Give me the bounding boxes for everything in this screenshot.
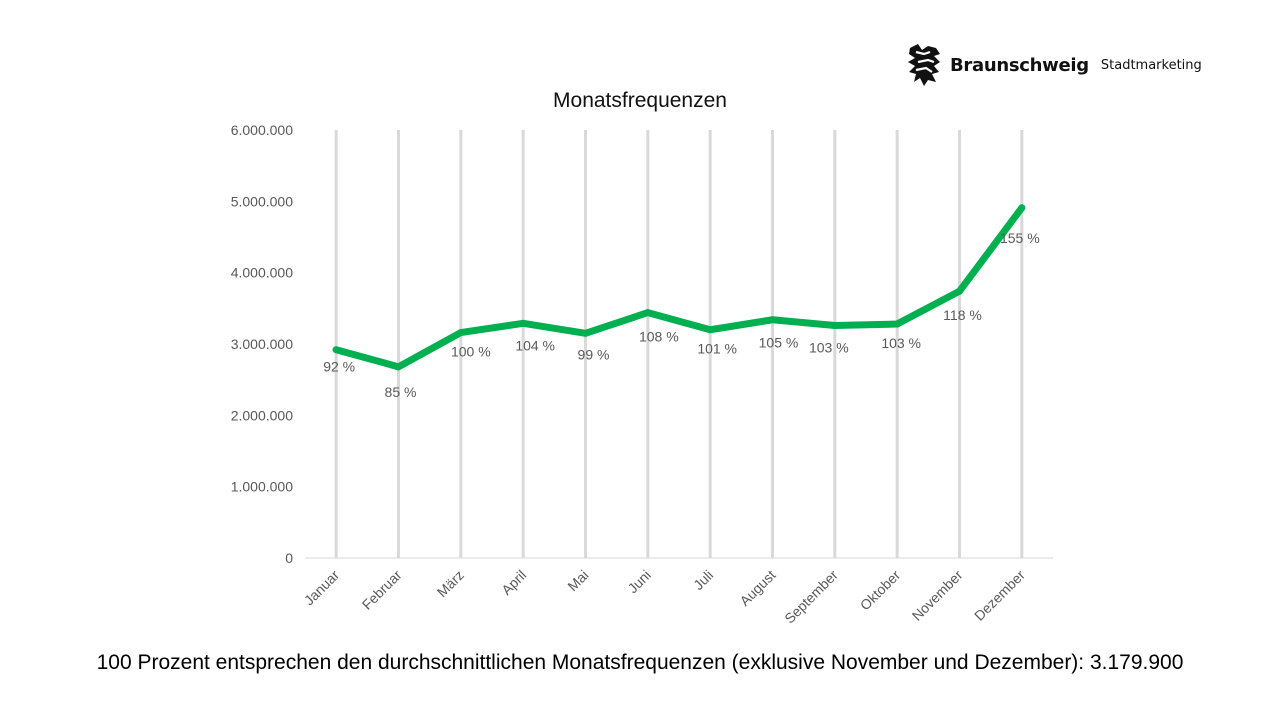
data-label: 101 % <box>697 341 737 357</box>
y-tick-label: 5.000.000 <box>231 193 293 209</box>
data-label: 100 % <box>451 344 491 360</box>
data-label: 103 % <box>809 339 849 355</box>
data-label: 92 % <box>323 359 355 375</box>
x-tick-label: April <box>498 567 529 598</box>
x-tick-label: Februar <box>359 567 405 613</box>
x-tick-label: Oktober <box>857 567 904 614</box>
data-label: 108 % <box>639 329 679 345</box>
chart-title: Monatsfrequenzen <box>553 89 727 112</box>
x-tick-label: Januar <box>301 567 343 609</box>
data-label: 103 % <box>881 335 921 351</box>
y-tick-label: 4.000.000 <box>231 265 293 281</box>
data-point <box>1018 204 1026 212</box>
data-point <box>582 329 589 337</box>
data-label: 155 % <box>1000 230 1040 246</box>
y-tick-label: 3.000.000 <box>231 336 293 352</box>
braunschweig-logo: Braunschweig Stadtmarketing <box>906 42 1202 88</box>
y-tick-label: 6.000.000 <box>231 122 293 138</box>
x-tick-label: Juli <box>690 567 716 593</box>
data-point <box>956 287 963 295</box>
x-tick-label: Mai <box>564 567 591 594</box>
lion-emblem-icon <box>908 44 940 86</box>
data-point <box>706 326 714 334</box>
data-label: 99 % <box>578 346 610 362</box>
data-point <box>395 363 402 371</box>
x-tick-label: Dezember <box>971 567 1028 624</box>
y-tick-label: 1.000.000 <box>231 479 293 495</box>
x-tick-label: Juni <box>624 567 653 596</box>
x-tick-label: August <box>736 567 778 609</box>
data-label: 105 % <box>759 335 799 351</box>
data-point <box>457 329 465 337</box>
y-tick-label: 2.000.000 <box>231 407 293 423</box>
data-label: 118 % <box>943 307 982 323</box>
data-label: 104 % <box>515 337 555 353</box>
data-point <box>893 320 901 328</box>
data-point <box>332 346 340 354</box>
data-point <box>644 309 652 317</box>
footnote: 100 Prozent entsprechen den durchschnitt… <box>96 651 1184 674</box>
x-tick-label: März <box>434 567 467 600</box>
data-point <box>519 319 527 327</box>
series-line <box>332 204 1026 371</box>
logo-name: Braunschweig <box>950 54 1089 76</box>
x-tick-label: November <box>909 567 966 624</box>
data-point <box>769 316 776 324</box>
data-point <box>831 321 839 329</box>
x-tick-label: September <box>781 567 841 627</box>
y-tick-label: 0 <box>285 550 293 566</box>
data-label: 85 % <box>385 384 417 400</box>
logo-subtitle: Stadtmarketing <box>1100 57 1202 73</box>
